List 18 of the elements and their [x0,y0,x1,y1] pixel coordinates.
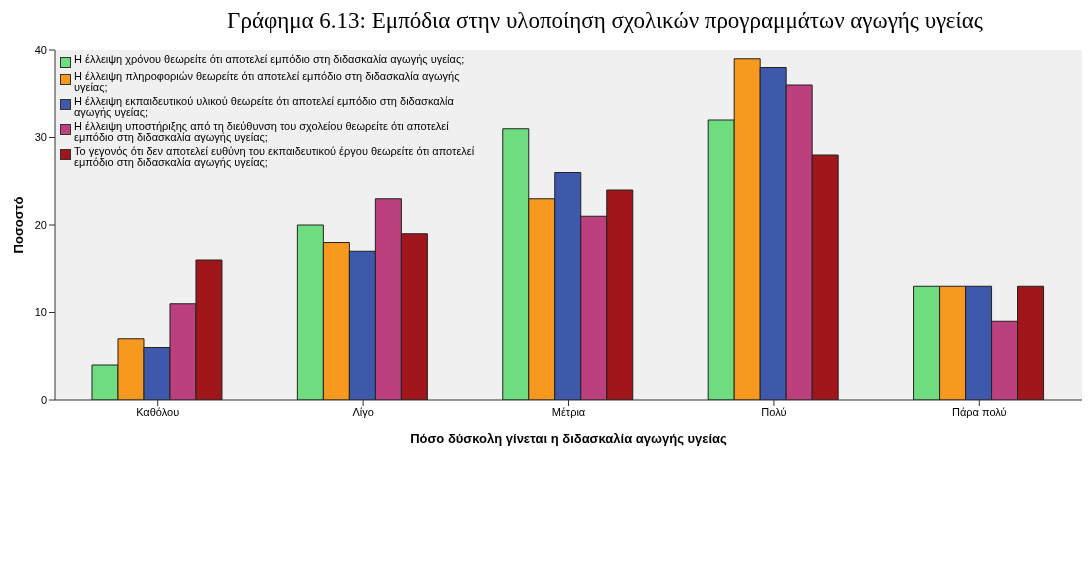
y-tick-label: 40 [34,43,47,56]
y-tick-label: 20 [34,218,47,231]
x-tick-label: Μέτρια [551,405,586,418]
chart-title: Γράφημα 6.13: Εμπόδια στην υλοποίηση σχολικών προγραμμάτων αγωγής υγείας [226,8,984,35]
x-tick-label: Λίγο [352,405,374,418]
legend-label: Το γεγονός ότι δεν αποτελεί ευθύνη του εκπαιδευτικού έργου θεωρείτε ότι αποτελεί εμπόδιο στη διδασκαλία αγωγής υγείας; [74,145,476,168]
x-tick-label: Καθόλου [136,405,180,418]
legend-label: Η έλλειψη χρόνου θεωρείτε ότι αποτελεί εμπόδιο στη διδασκαλία αγωγής υγείας; [74,53,465,65]
x-axis-title: Πόσο δύσκολη γίνεται η διδασκαλία αγωγής υγείας [410,431,728,446]
legend-label: Η έλλειψη εκπαιδευτικού υλικού θεωρείτε ότι αποτελεί εμπόδιο στη διδασκαλία αγωγής υγείας; [74,95,455,118]
y-axis-title: Ποσοστό [10,196,26,254]
y-tick-label: 30 [34,131,47,144]
y-tick-label: 0 [40,393,47,406]
legend-label: Η έλλειψη υποστήριξης από τη διεύθυνση του σχολείου θεωρείτε ότι αποτελεί εμπόδιο στη διδασκαλία αγωγής υγείας; [74,120,450,143]
x-tick-label: Πάρα πολύ [952,405,1007,418]
x-tick-label: Πολύ [761,405,787,418]
legend-label: Η έλλειψη πληροφοριών θεωρείτε ότι αποτελεί εμπόδιο στη διδασκαλία αγωγής υγείας; [74,70,461,93]
y-tick-label: 10 [34,306,47,319]
